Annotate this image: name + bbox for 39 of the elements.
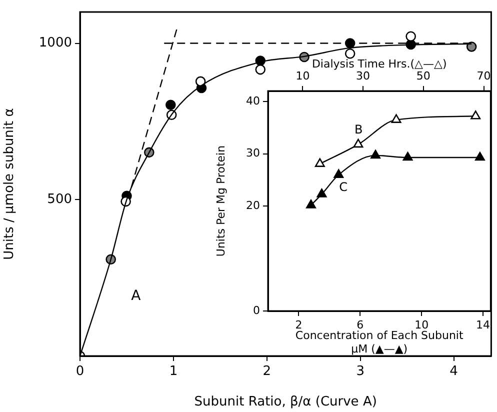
point: [316, 188, 327, 198]
point: [406, 31, 416, 42]
point: [402, 152, 413, 161]
y-tick-label: 1000: [38, 36, 72, 51]
y-tick-label: 20: [246, 199, 260, 212]
y-tick-label: 40: [246, 94, 260, 108]
point: [334, 169, 344, 178]
x-tick-label: 3: [356, 364, 365, 380]
point: [255, 64, 266, 75]
annotation: A: [131, 288, 142, 304]
y-axis-title: Units / μmole subunit α: [2, 108, 18, 260]
y-tick-label: 0: [253, 304, 260, 317]
x-tick-label: 2: [262, 364, 272, 380]
x-tick-label: 10: [414, 318, 429, 332]
y-axis-title: Units Per Mg Protein: [214, 145, 228, 257]
x-axis-title: Concentration of Each Subunit μM (▲—▲): [295, 329, 464, 356]
x2-tick-label: 30: [356, 69, 370, 82]
point: [474, 152, 485, 161]
point: [195, 76, 206, 87]
x2-tick-label: 70: [476, 69, 491, 82]
point: [166, 100, 176, 110]
x-tick-label: 1: [169, 364, 178, 380]
x-tick-label: 0: [76, 364, 84, 380]
y-tick-label: 30: [246, 146, 260, 160]
x-tick-label: 6: [356, 318, 364, 332]
point: [466, 42, 477, 52]
x2-tick-label: 50: [416, 69, 430, 82]
y-tick-label: 500: [47, 192, 72, 208]
point: [344, 48, 356, 59]
annotation: C: [339, 180, 348, 194]
x2-axis-title: Dialysis Time Hrs.(△—△): [312, 57, 447, 70]
x-tick-label: 14: [476, 318, 490, 332]
point: [306, 200, 316, 208]
x2-tick-label: 10: [296, 69, 310, 82]
x-axis-title: Subunit Ratio, β/α (Curve A): [194, 394, 377, 410]
annotation: B: [354, 122, 363, 137]
point: [370, 150, 380, 159]
x-tick-label: 4: [450, 364, 458, 380]
x-tick-label: 2: [295, 318, 302, 332]
